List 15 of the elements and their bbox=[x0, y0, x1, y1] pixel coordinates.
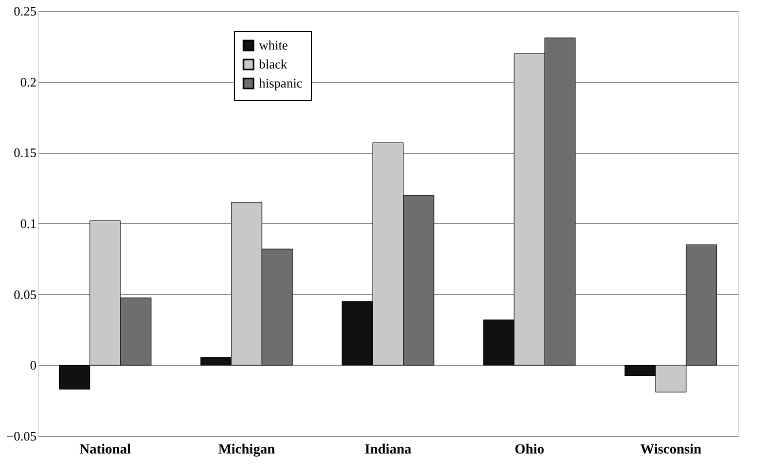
legend-label: black bbox=[259, 56, 288, 72]
x-tick-label: Indiana bbox=[364, 442, 412, 458]
y-tick-label: 0.2 bbox=[20, 74, 36, 90]
legend-label: white bbox=[259, 38, 288, 52]
y-tick-label: 0.25 bbox=[14, 4, 36, 18]
x-tick-label: Ohio bbox=[514, 442, 544, 458]
x-tick-label: Wisconsin bbox=[640, 442, 702, 458]
y-tick-label: −0.05 bbox=[6, 428, 36, 444]
y-tick-label: 0 bbox=[30, 358, 36, 373]
x-tick-label: Michigan bbox=[218, 442, 276, 458]
y-tick-label: 0.15 bbox=[14, 145, 36, 160]
legend-label: hispanic bbox=[259, 76, 303, 90]
x-tick-label: National bbox=[80, 442, 131, 458]
y-tick-label: 0.05 bbox=[14, 286, 36, 302]
y-tick-label: 0.1 bbox=[20, 216, 36, 231]
